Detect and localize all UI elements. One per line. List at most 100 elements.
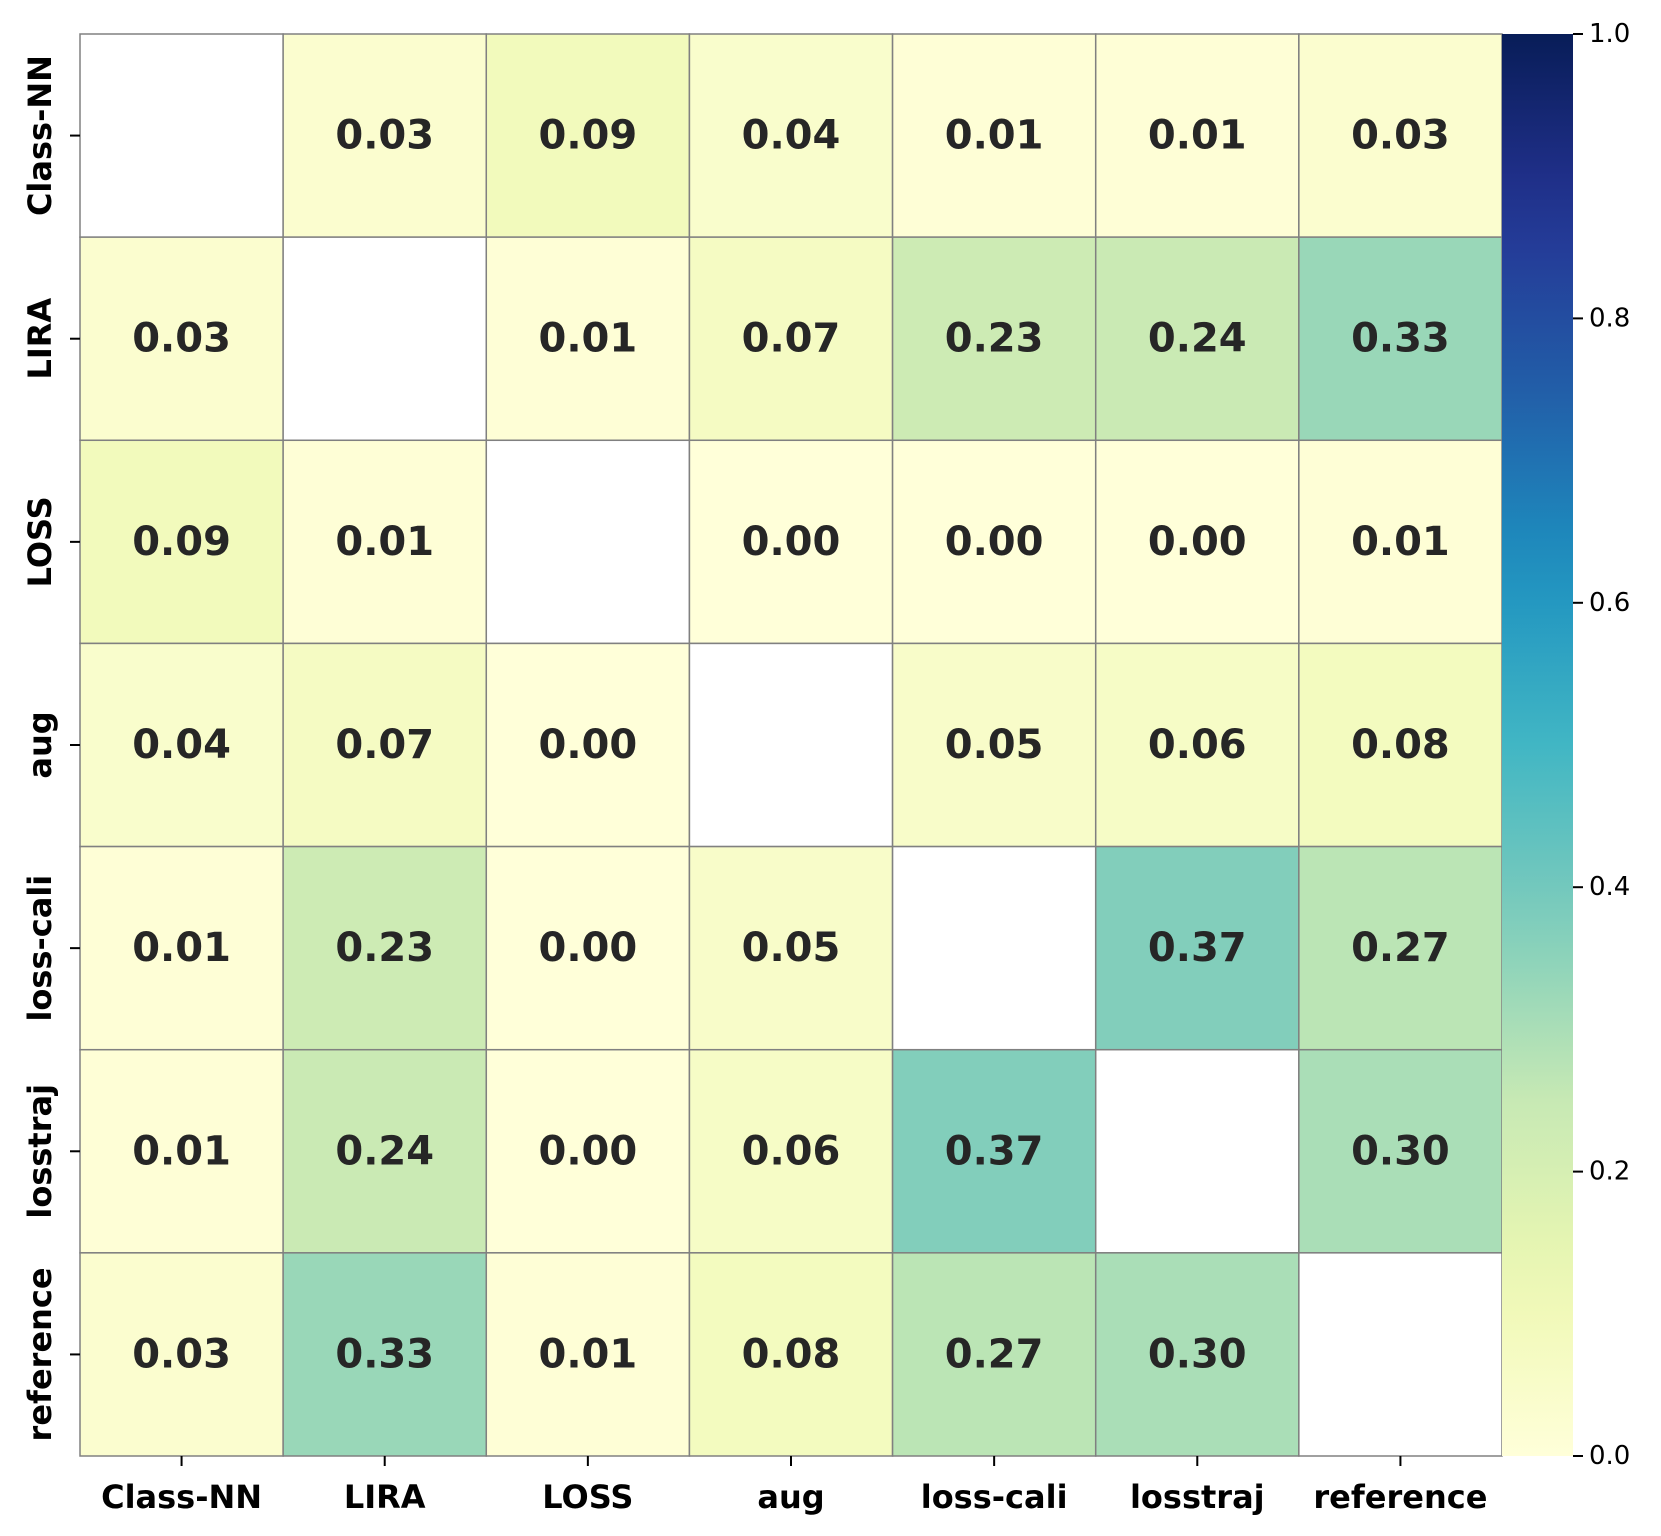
heatmap-cell <box>485 642 691 848</box>
y-axis: Class-NN LIRA LOSS aug loss-cali losstraj refe… <box>21 55 80 1441</box>
cell-value-label: 0.01 <box>1351 519 1450 565</box>
cell-value-label: 0.00 <box>945 519 1044 565</box>
cell-value-label: 0.04 <box>132 722 231 768</box>
cell-value-label: 0.09 <box>539 113 638 159</box>
heatmap-cell <box>79 1048 284 1254</box>
x-axis: Class-NN LIRA LOSS aug loss-cali losstraj refe… <box>101 1456 1487 1516</box>
y-tick-label: LIRA <box>21 298 59 380</box>
cell-value-label: 0.33 <box>335 1331 434 1377</box>
y-tick-label: LOSS <box>21 496 59 587</box>
cell-value-label: 0.06 <box>742 1128 841 1174</box>
heatmap-cell <box>79 33 284 238</box>
colorbar-tick-label: 1.0 <box>1589 19 1630 49</box>
cell-value-label: 0.01 <box>132 925 231 971</box>
heatmap-cell <box>79 439 284 645</box>
x-tick-label: LIRA <box>344 1478 426 1516</box>
cell-value-label: 0.03 <box>132 316 231 362</box>
cell-value-label: 0.27 <box>1351 925 1450 971</box>
y-tick-label: losstraj <box>21 1084 59 1219</box>
heatmap-cell <box>282 1252 488 1457</box>
heatmap-cell <box>1094 642 1300 848</box>
cell-value-label: 0.24 <box>1148 316 1247 362</box>
heatmap-cell <box>282 642 488 848</box>
cell-value-label: 0.05 <box>945 722 1044 768</box>
heatmap-cell <box>688 845 894 1051</box>
x-tick-label: aug <box>757 1478 824 1516</box>
heatmap-cell <box>1298 1252 1503 1457</box>
heatmap-cell <box>282 236 488 442</box>
x-tick-label: reference <box>1313 1478 1487 1516</box>
cell-value-label: 0.03 <box>335 113 434 159</box>
colorbar-tick-label: 0.0 <box>1589 1441 1630 1471</box>
cell-value-label: 0.05 <box>742 925 841 971</box>
heatmap-cell <box>891 845 1097 1051</box>
cell-value-label: 0.09 <box>132 519 231 565</box>
heatmap-cell <box>1094 439 1300 645</box>
heatmap-cell <box>688 439 894 645</box>
heatmap-cell <box>891 236 1097 442</box>
heatmap-cell <box>1094 33 1300 238</box>
cell-value-label: 0.01 <box>539 316 638 362</box>
heatmap-cell <box>485 1252 691 1457</box>
cell-value-label: 0.06 <box>1148 722 1247 768</box>
heatmap-cell <box>79 845 284 1051</box>
x-tick-label: LOSS <box>542 1478 633 1516</box>
colorbar-tick-label: 0.8 <box>1589 303 1630 333</box>
x-tick-label: Class-NN <box>101 1478 262 1516</box>
colorbar-gradient <box>1502 34 1573 1456</box>
heatmap-cell <box>485 236 691 442</box>
cell-value-label: 0.00 <box>539 1128 638 1174</box>
heatmap-cell <box>485 33 691 238</box>
cell-value-label: 0.24 <box>335 1128 434 1174</box>
heatmap-cell <box>282 439 488 645</box>
y-tick-label: loss-cali <box>21 875 59 1022</box>
heatmap-cell <box>79 1252 284 1457</box>
x-tick-label: losstraj <box>1130 1478 1265 1516</box>
cell-value-label: 0.07 <box>335 722 434 768</box>
heatmap-cell <box>1298 439 1503 645</box>
heatmap-cell <box>891 33 1097 238</box>
colorbar-tick-label: 0.4 <box>1589 872 1630 902</box>
heatmap-cell <box>1094 1252 1300 1457</box>
y-tick-label: aug <box>21 711 59 778</box>
heatmap-cell <box>688 642 894 848</box>
cell-value-label: 0.00 <box>742 519 841 565</box>
heatmap-cell <box>79 642 284 848</box>
heatmap-cell <box>1298 236 1503 442</box>
heatmap-cell <box>485 845 691 1051</box>
heatmap-cell <box>1298 1048 1503 1254</box>
heatmap-cell <box>282 33 488 238</box>
colorbar: 0.0 0.2 0.4 0.6 0.8 1.0 <box>1502 19 1630 1471</box>
y-tick-label: Class-NN <box>21 55 59 216</box>
cell-value-label: 0.08 <box>742 1331 841 1377</box>
cell-value-label: 0.01 <box>335 519 434 565</box>
cell-value-label: 0.01 <box>132 1128 231 1174</box>
colorbar-tick-label: 0.6 <box>1589 588 1630 618</box>
cell-value-label: 0.00 <box>539 722 638 768</box>
cell-value-label: 0.01 <box>1148 113 1247 159</box>
cell-value-label: 0.00 <box>1148 519 1247 565</box>
heatmap-cell <box>688 33 894 238</box>
cell-value-label: 0.30 <box>1148 1331 1247 1377</box>
cell-value-label: 0.30 <box>1351 1128 1450 1174</box>
heatmap-cell <box>1094 1048 1300 1254</box>
y-tick-label: reference <box>21 1267 59 1441</box>
cell-value-label: 0.01 <box>539 1331 638 1377</box>
heatmap-cell <box>1298 33 1503 238</box>
cell-value-label: 0.01 <box>945 113 1044 159</box>
x-tick-label: loss-cali <box>921 1478 1068 1516</box>
cell-value-label: 0.23 <box>945 316 1044 362</box>
heatmap-cell <box>688 1048 894 1254</box>
cell-value-label: 0.37 <box>1148 925 1247 971</box>
heatmap-cell <box>891 1048 1097 1254</box>
cell-value-label: 0.37 <box>945 1128 1044 1174</box>
cell-value-label: 0.33 <box>1351 316 1450 362</box>
cell-value-label: 0.27 <box>945 1331 1044 1377</box>
cell-value-label: 0.00 <box>539 925 638 971</box>
cell-value-label: 0.08 <box>1351 722 1450 768</box>
heatmap-cell <box>891 642 1097 848</box>
cell-value-label: 0.03 <box>1351 113 1450 159</box>
colorbar-tick-label: 0.2 <box>1589 1157 1630 1187</box>
cell-value-label: 0.04 <box>742 113 841 159</box>
